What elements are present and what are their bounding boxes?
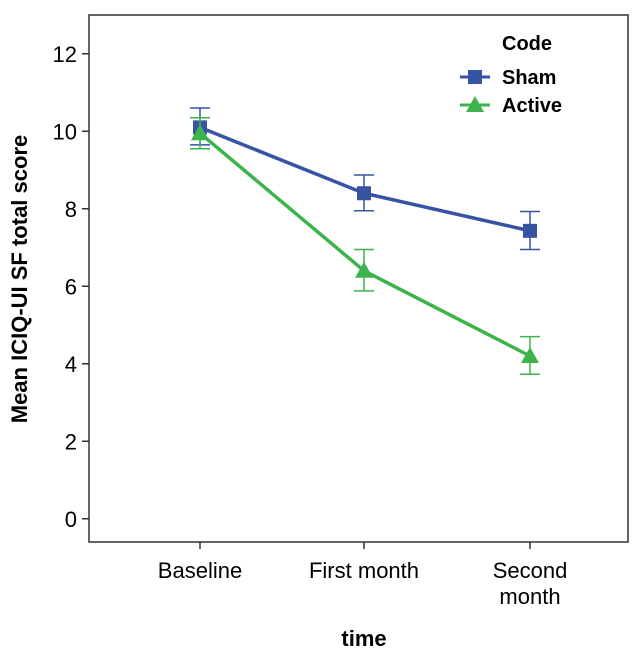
legend-marker-active <box>466 96 484 112</box>
y-tick-label: 0 <box>65 507 77 532</box>
data-point-active <box>355 261 373 278</box>
y-axis: 0 2 4 6 8 10 12 <box>53 42 89 532</box>
series-layer <box>190 107 540 375</box>
y-tick-label: 4 <box>65 352 77 377</box>
data-point-active <box>191 124 209 141</box>
y-tick-label: 8 <box>65 197 77 222</box>
x-axis: Baseline First month Second month <box>158 542 568 609</box>
x-tick-label: Second month <box>493 558 568 609</box>
legend-item-active: Active <box>460 95 562 117</box>
data-point-sham <box>523 223 537 238</box>
plot-frame <box>88 14 629 543</box>
y-tick-label: 10 <box>53 119 77 144</box>
legend-item-sham: Sham <box>460 67 556 89</box>
x-axis-title: time <box>341 626 386 649</box>
x-tick-label: Baseline <box>158 558 242 583</box>
legend-label-active: Active <box>502 95 562 117</box>
legend: Code Sham Active <box>460 33 562 117</box>
legend-title: Code <box>502 33 552 55</box>
y-tick-label: 2 <box>65 429 77 454</box>
series-active <box>190 116 540 375</box>
legend-marker-sham <box>468 70 482 84</box>
y-tick-label: 6 <box>65 274 77 299</box>
data-point-sham <box>357 186 371 201</box>
y-axis-title: Mean ICIQ-UI SF total score <box>7 135 32 424</box>
x-tick-label: First month <box>309 558 419 583</box>
y-tick-label: 12 <box>53 42 77 67</box>
data-point-active <box>521 347 539 363</box>
legend-label-sham: Sham <box>502 67 556 89</box>
